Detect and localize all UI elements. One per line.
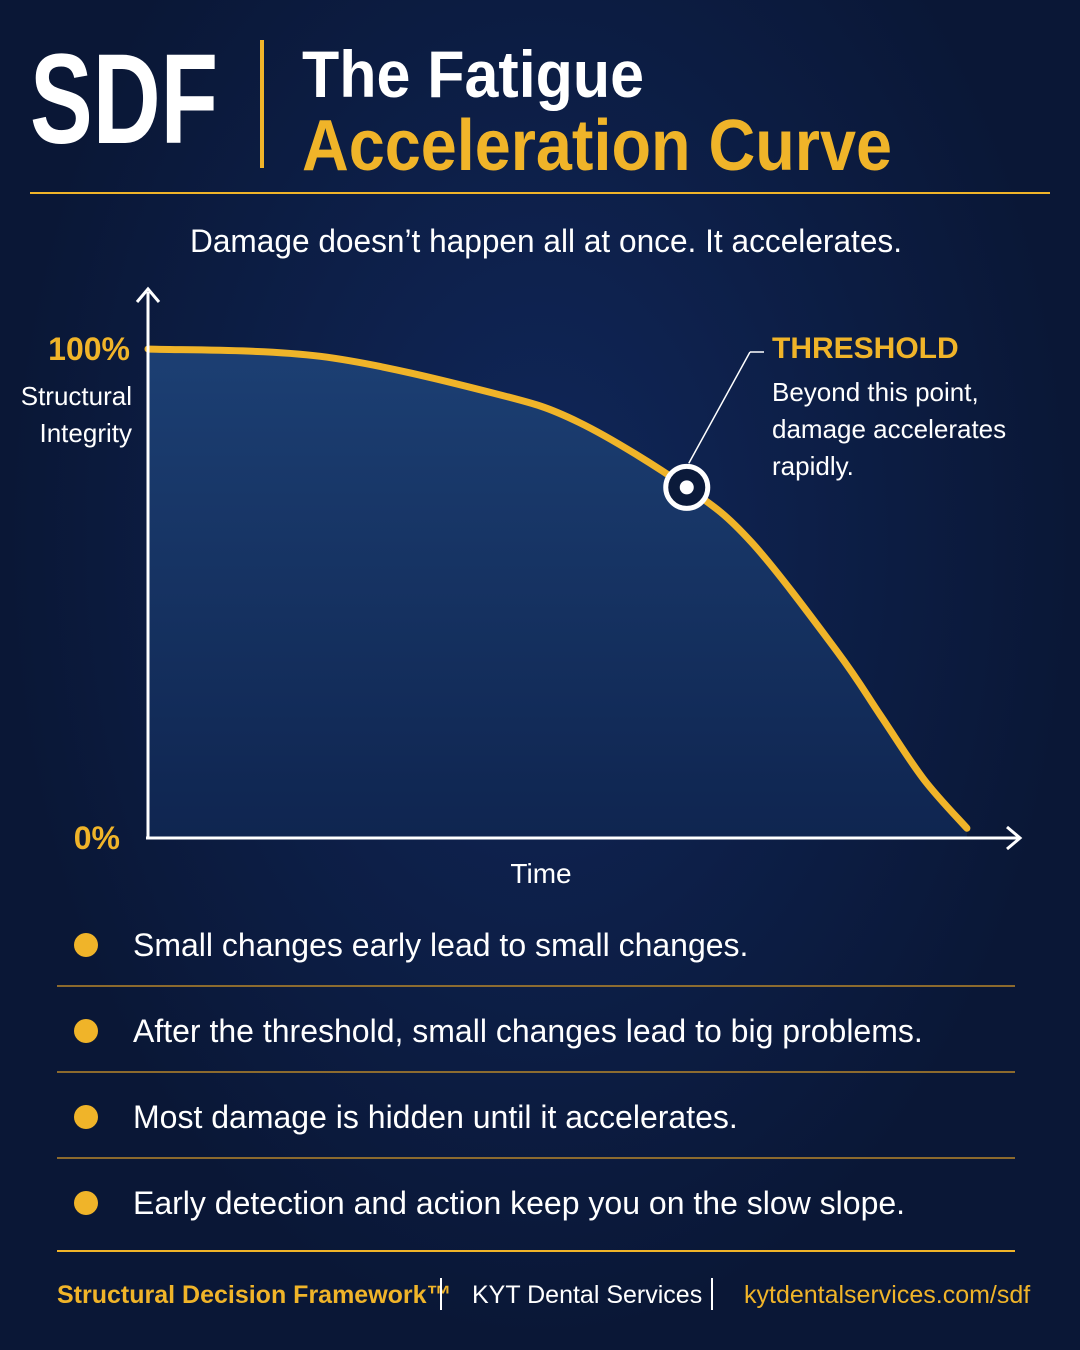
footer-text: kytdentalservices.com/sdf (744, 1281, 1030, 1309)
bullet-dot (74, 1191, 98, 1215)
bullet-dot (74, 933, 98, 957)
threshold-text: Beyond this point, damage accelerates ra… (772, 377, 1007, 481)
bullet-text: Early detection and action keep you on t… (133, 1185, 905, 1221)
subtitle: Damage doesn’t happen all at once. It ac… (190, 223, 902, 259)
area-fill (148, 349, 967, 838)
x-arrow (1006, 825, 1023, 851)
y-axis-label: Structural Integrity (20, 381, 132, 448)
threshold-label: THRESHOLD (772, 332, 959, 365)
footer-text: Structural Decision Framework™ (57, 1281, 452, 1309)
title-line-2: Acceleration Curve (302, 106, 892, 186)
x-axis-label: Time (510, 858, 571, 889)
bullet-text: Small changes early lead to small change… (133, 927, 748, 963)
y-arrow (135, 286, 161, 303)
leader (688, 351, 751, 464)
plot (144, 345, 971, 838)
footer-text: KYT Dental Services (472, 1281, 702, 1309)
bullet-text: After the threshold, small changes lead … (133, 1013, 923, 1049)
title-line-1: The Fatigue (302, 37, 644, 111)
y-tick-label: 100% (48, 331, 130, 367)
threshold-dot (679, 480, 694, 495)
bullet-dot (74, 1019, 98, 1043)
bullet-dot (74, 1105, 98, 1129)
bullet-text: Most damage is hidden until it accelerat… (133, 1099, 738, 1135)
logo: SDF (30, 28, 218, 171)
y-tick-label: 0% (74, 820, 120, 856)
